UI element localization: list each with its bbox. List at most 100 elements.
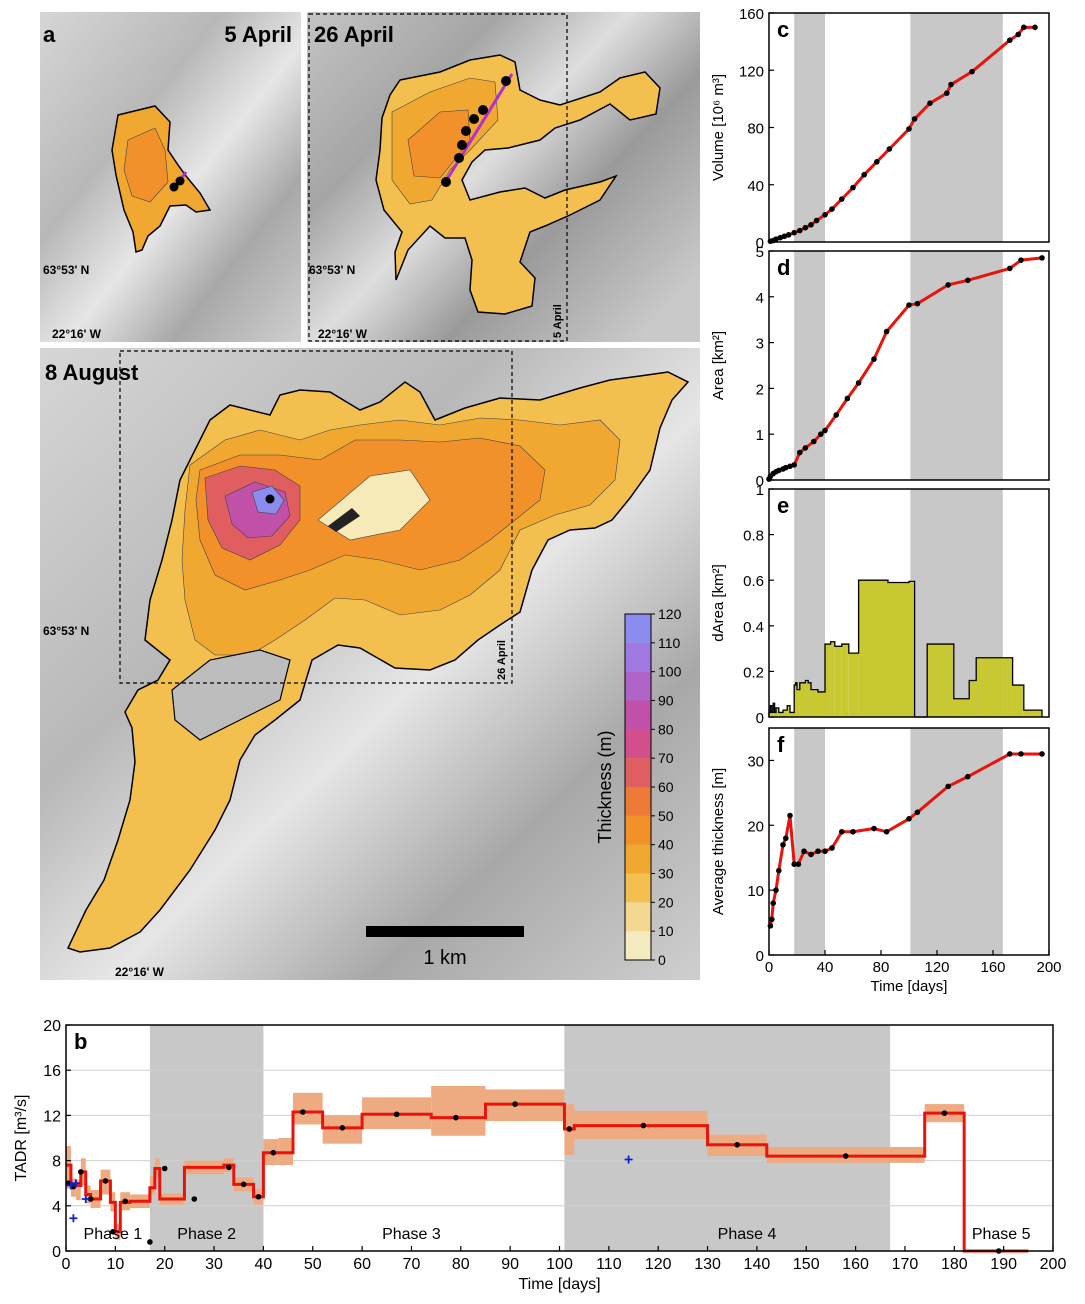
data-point — [773, 236, 779, 242]
darea-bar — [858, 580, 867, 717]
latitude-label: 63°53' N — [43, 263, 89, 277]
data-point — [844, 395, 851, 402]
thickness-contour — [123, 127, 169, 203]
data-point — [1021, 24, 1027, 31]
phase-label: Phase 5 — [972, 1226, 1031, 1243]
data-point — [1018, 257, 1024, 263]
map-date-label: 8 August — [45, 360, 139, 385]
data-point — [818, 431, 824, 438]
colorbar-segment — [625, 902, 651, 932]
data-point — [781, 233, 788, 240]
data-point — [914, 809, 921, 816]
data-point — [886, 146, 893, 152]
data-point — [941, 1110, 948, 1116]
data-point — [813, 217, 820, 224]
volume-chart: 0 40 80 120 160 Volume [10⁶ m³] c — [710, 6, 1050, 252]
data-point — [911, 116, 918, 122]
data-point — [255, 1193, 262, 1200]
data-point — [811, 438, 817, 445]
x-tick-label: 40 — [255, 1256, 273, 1273]
average-thickness-chart: 0 10 20 30 0 40 80 120 160 200 Time [days] Average … — [710, 727, 1062, 995]
y-tick-label: 2 — [756, 381, 764, 398]
x-tick-label: 170 — [892, 1256, 919, 1273]
y-tick-label: 12 — [43, 1108, 61, 1125]
y-tick-label: 30 — [747, 753, 764, 770]
data-point — [300, 1109, 306, 1115]
x-tick-label: 150 — [793, 1256, 820, 1273]
darea-bar — [909, 581, 915, 717]
darea-bar — [805, 680, 809, 717]
y-tick-label: 0 — [756, 948, 764, 965]
shaded-period — [794, 728, 825, 955]
y-axis-label: Average thickness [m] — [710, 768, 727, 915]
data-point — [640, 1122, 647, 1129]
x-tick-label: 100 — [546, 1256, 573, 1273]
blue-plus-marker — [624, 1155, 633, 1164]
y-tick-label: 0 — [52, 1244, 61, 1261]
blue-plus-marker — [81, 1195, 90, 1204]
latitude-label: 63°53' N — [309, 263, 355, 277]
darea-bar — [811, 689, 818, 717]
data-point — [861, 171, 867, 178]
x-tick-label: 80 — [873, 959, 890, 976]
longitude-label: 22°16' W — [115, 965, 165, 979]
colorbar-segment — [625, 844, 651, 874]
tadr-chart: Phase 1 Phase 2 Phase 3 Phase 4 Phase 5 0 4 8 12… — [13, 1018, 1066, 1293]
data-point — [944, 90, 950, 96]
vent-fissure — [441, 73, 514, 187]
data-point — [969, 68, 975, 75]
data-point — [791, 861, 797, 867]
data-point — [102, 1178, 109, 1184]
darea-bar — [825, 644, 831, 717]
vent-crater — [328, 508, 360, 532]
x-tick-label: 70 — [403, 1256, 421, 1273]
y-axis-label: Volume [10⁶ m³] — [710, 74, 727, 181]
y-tick-label: 20 — [747, 818, 764, 835]
x-tick-label: 160 — [980, 959, 1005, 976]
y-tick-label: 0 — [756, 710, 764, 727]
data-point — [833, 412, 839, 418]
panel-letter: c — [777, 17, 789, 42]
y-tick-label: 1 — [756, 482, 764, 499]
darea-chart: 0 0.2 0.4 0.6 0.8 1 dArea [km²] e — [710, 482, 1050, 727]
data-point — [822, 427, 828, 434]
data-point — [770, 900, 776, 906]
vent-marker — [454, 153, 464, 163]
darea-bar — [830, 641, 835, 717]
data-point — [226, 1164, 232, 1171]
darea-bar — [799, 682, 806, 717]
x-axis-label: Time [days] — [518, 1276, 600, 1293]
data-point — [808, 851, 814, 858]
colorbar-title: Thickness (m) — [595, 730, 615, 843]
colorbar-segment — [625, 787, 651, 816]
x-tick-label: 0 — [765, 959, 773, 976]
darea-bar — [783, 710, 788, 717]
colorbar-segment — [625, 729, 651, 759]
data-point — [927, 100, 933, 106]
colorbar-tick-label: 110 — [658, 635, 681, 651]
darea-bar — [771, 712, 774, 717]
uncertainty-band — [431, 1086, 486, 1136]
darea-bar — [808, 682, 811, 717]
phase-label: Phase 1 — [84, 1226, 143, 1243]
data-point — [240, 1181, 247, 1188]
data-point — [850, 184, 856, 191]
colorbar-tick-label: 50 — [658, 808, 674, 824]
data-point — [874, 159, 880, 165]
data-point — [785, 232, 792, 238]
data-point — [802, 224, 809, 231]
darea-bar — [946, 644, 954, 717]
colorbar-tick-label: 100 — [658, 664, 682, 680]
plot-frame — [768, 250, 1050, 481]
kipuka — [171, 649, 291, 741]
latitude-label: 63°53' N — [43, 624, 89, 638]
darea-bar — [981, 657, 988, 717]
longitude-label: 22°16' W — [52, 327, 102, 341]
darea-bar — [888, 582, 909, 717]
colorbar-segment — [625, 671, 651, 701]
darea-bar — [773, 703, 775, 717]
x-tick-label: 90 — [501, 1256, 519, 1273]
vent-marker — [501, 76, 511, 86]
data-point — [787, 812, 793, 819]
y-tick-label: 160 — [739, 6, 764, 23]
